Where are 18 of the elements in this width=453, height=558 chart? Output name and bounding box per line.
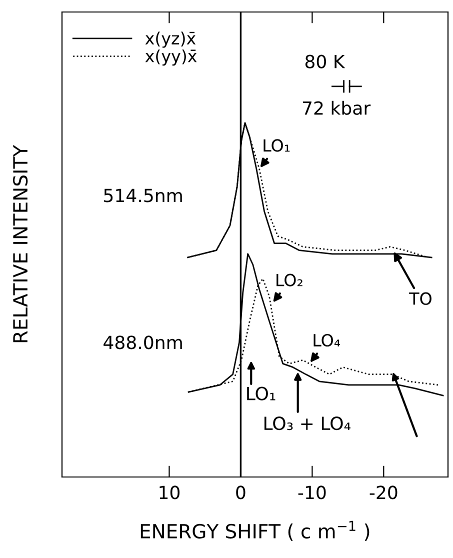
annotation: 488.0nm [104, 336, 182, 350]
x-tick-label: 10 [160, 486, 180, 500]
annotation: LO₄ [314, 334, 340, 347]
text: 80 K [305, 54, 346, 68]
legend-label: x(yy)x̄ [145, 49, 197, 66]
annotation: LO₂ [276, 274, 302, 286]
x-axis-title: ENERGY SHIFT ( c m$^{−1}$ ) [140, 520, 370, 541]
text: 72 kbar [302, 100, 371, 115]
legend-label: x(yz)x̄ [145, 32, 196, 48]
annotation: LO₃ + LO₄ [264, 416, 350, 430]
annotation: LO₁ [264, 139, 290, 152]
annotation: LO₁ [247, 386, 276, 400]
x-tick-label: 0 [236, 486, 246, 500]
annotation: TO [409, 292, 432, 305]
annotation: 514.5nm [104, 188, 182, 202]
y-axis-title: RELATIVE INTENSITY [12, 144, 28, 342]
x-tick-label: -10 [298, 486, 326, 500]
x-tick-label: -20 [370, 486, 398, 500]
